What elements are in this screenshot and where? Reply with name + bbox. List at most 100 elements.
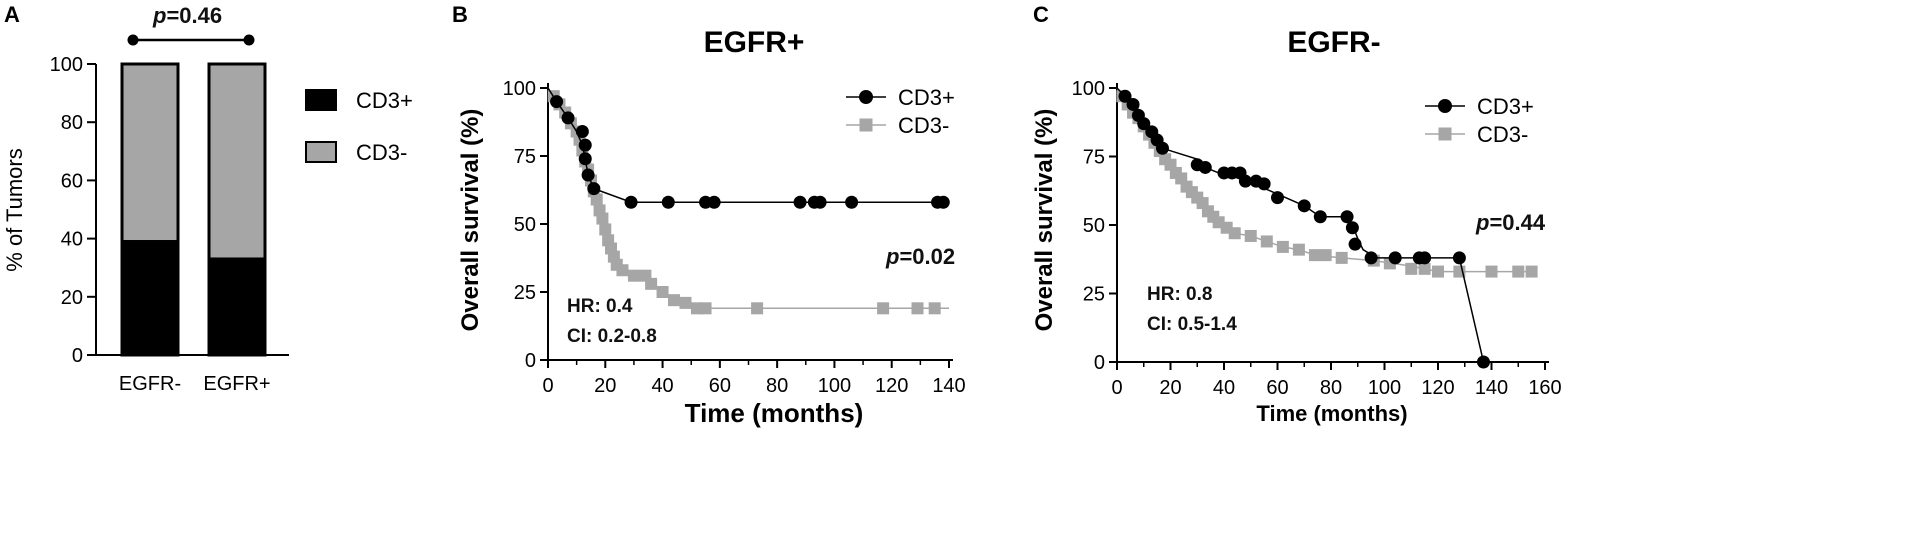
panel-c-y-tick-label: 0 bbox=[1094, 352, 1105, 374]
panel-b-x-tick-label: 140 bbox=[932, 375, 965, 397]
panel-a-y-tick-label: 40 bbox=[61, 229, 83, 251]
panel-c-point-CD3- bbox=[1319, 249, 1332, 262]
panel-c-point-CD3+ bbox=[1364, 251, 1378, 265]
panel-b-point-CD3+ bbox=[587, 182, 601, 196]
panel-a-y-tick-label: 100 bbox=[50, 54, 83, 76]
panel-c-point-CD3+ bbox=[1137, 117, 1151, 131]
panel-c-point-CD3+ bbox=[1348, 237, 1362, 251]
panel-b-y-tick-label: 50 bbox=[514, 214, 536, 236]
panel-c-point-CD3- bbox=[1335, 251, 1348, 264]
panel-b-point-CD3+ bbox=[661, 195, 675, 209]
panel-b-legend-marker-CD3+ bbox=[859, 90, 873, 104]
panel-b-point-CD3+ bbox=[575, 125, 589, 139]
panel-b-point-CD3+ bbox=[578, 138, 592, 152]
panel-b-x-tick-label: 100 bbox=[818, 375, 851, 397]
panel-c-p-label: p bbox=[1475, 210, 1489, 235]
panel-c-p-value: p=0.44 bbox=[1475, 210, 1546, 235]
panel-b-point-CD3- bbox=[751, 302, 764, 315]
panel-c-point-CD3+ bbox=[1198, 160, 1212, 174]
panel-b-x-tick-label: 0 bbox=[542, 375, 553, 397]
panel-a-y-tick-label: 80 bbox=[61, 112, 83, 134]
panel-b-y-tick-label: 100 bbox=[503, 78, 536, 100]
panel-b-point-CD3- bbox=[599, 223, 612, 236]
panel-b-y-tick-label: 25 bbox=[514, 282, 536, 304]
panel-b-point-CD3- bbox=[877, 302, 890, 315]
panel-a-y-tick-label: 20 bbox=[61, 287, 83, 309]
panel-b-point-CD3- bbox=[627, 269, 640, 282]
panel-b-point-CD3- bbox=[699, 302, 712, 315]
panel-b-x-tick-label: 40 bbox=[651, 375, 673, 397]
panel-c-legend-marker-CD3+ bbox=[1438, 99, 1452, 113]
panel-a-p-value: p=0.46 bbox=[152, 3, 222, 28]
panel-b-point-CD3- bbox=[656, 286, 669, 298]
panel-b-point-CD3+ bbox=[581, 168, 595, 182]
panel-a-x-tick-label: EGFR- bbox=[119, 373, 181, 395]
panel-c-legend-label-CD3+: CD3+ bbox=[1477, 94, 1534, 119]
panel-b-line-CD3- bbox=[547, 87, 949, 310]
panel-b-legend-label-CD3-: CD3- bbox=[898, 113, 949, 138]
panel-c-point-CD3+ bbox=[1155, 141, 1169, 155]
panel-c-point-CD3+ bbox=[1452, 251, 1466, 265]
panel-b-x-tick-label: 20 bbox=[594, 375, 616, 397]
panel-c-point-CD3+ bbox=[1238, 174, 1252, 188]
panel-letter-c: C bbox=[1033, 2, 1049, 27]
panel-a-x-tick-label: EGFR+ bbox=[203, 373, 270, 395]
panel-b-point-CD3+ bbox=[561, 111, 575, 125]
panel-a-bar-EGFR+-CD3+ bbox=[207, 257, 267, 357]
panel-c-point-CD3- bbox=[1432, 265, 1444, 278]
panel-a-bar-EGFR+-CD3- bbox=[207, 62, 267, 261]
panel-c-point-CD3- bbox=[1260, 235, 1273, 248]
panel-a-p-label: p bbox=[152, 3, 166, 28]
panel-b-point-CD3+ bbox=[813, 195, 827, 209]
panel-c-point-CD3+ bbox=[1476, 355, 1490, 369]
panel-a-bar-EGFR--CD3+ bbox=[120, 240, 180, 357]
panel-c-x-tick-label: 40 bbox=[1213, 377, 1235, 399]
panel-c-point-CD3+ bbox=[1313, 210, 1327, 224]
panel-c-title: EGFR- bbox=[1287, 26, 1380, 59]
panel-b-x-tick-label: 80 bbox=[766, 375, 788, 397]
panel-b-point-CD3- bbox=[911, 302, 924, 315]
panel-b-point-CD3+ bbox=[707, 195, 721, 209]
panel-b-x-tick-label: 120 bbox=[875, 375, 908, 397]
panel-c-point-CD3- bbox=[1418, 262, 1431, 275]
panel-c-hazard-ratio: HR: 0.8 bbox=[1147, 284, 1212, 305]
panel-c-point-CD3+ bbox=[1388, 251, 1402, 265]
panel-a-legend-swatch-CD3- bbox=[305, 141, 337, 163]
panel-c-confidence-interval: CI: 0.5-1.4 bbox=[1147, 314, 1237, 335]
panel-letter-a: A bbox=[4, 2, 20, 27]
panel-b-y-tick-label: 0 bbox=[525, 350, 536, 372]
panel-c-point-CD3- bbox=[1292, 243, 1305, 256]
panel-c-legend-label-CD3-: CD3- bbox=[1477, 122, 1528, 147]
panel-c-point-CD3+ bbox=[1257, 177, 1271, 191]
panel-b-point-CD3- bbox=[679, 296, 692, 309]
panel-a-bar-chart: p=0.46 % of Tumors 0 20 40 60 80 100 EGFR- EGF… bbox=[2, 3, 413, 395]
panel-a-legend-label-CD3+: CD3+ bbox=[356, 88, 413, 113]
panel-c-y-tick-label: 100 bbox=[1072, 78, 1105, 100]
panel-b-point-CD3+ bbox=[793, 195, 807, 209]
panel-a-legend-label-CD3-: CD3- bbox=[356, 140, 407, 165]
panel-c-y-tick-label: 50 bbox=[1083, 215, 1105, 237]
panel-c-point-CD3- bbox=[1405, 262, 1418, 275]
panel-c-point-CD3+ bbox=[1126, 97, 1140, 111]
panel-c-x-tick-label: 60 bbox=[1266, 377, 1288, 399]
panel-c-point-CD3- bbox=[1244, 229, 1257, 242]
panel-c-x-tick-label: 0 bbox=[1111, 377, 1122, 399]
panel-b-hazard-ratio: HR: 0.4 bbox=[567, 296, 633, 317]
panel-c-p-number: =0.44 bbox=[1489, 210, 1545, 235]
panel-b-line-CD3+ bbox=[547, 87, 949, 203]
panel-b-title: EGFR+ bbox=[704, 26, 805, 59]
panel-a-p-number: =0.46 bbox=[166, 3, 222, 28]
panel-a-y-tick-label: 60 bbox=[61, 170, 83, 192]
panel-c-y-tick-label: 25 bbox=[1083, 284, 1105, 306]
panel-a-y-tick-label: 0 bbox=[72, 345, 83, 367]
panel-a-comparison-dot-left bbox=[127, 34, 139, 46]
panel-letter-b: B bbox=[452, 2, 468, 27]
panel-a-bar-EGFR--CD3- bbox=[120, 62, 180, 244]
panel-b-x-axis-title: Time (months) bbox=[685, 398, 864, 428]
panel-c-point-CD3- bbox=[1525, 265, 1538, 278]
panel-b-survival-chart: EGFR+ Overall survival (%) Time (months)… bbox=[457, 26, 966, 428]
panel-b-point-CD3+ bbox=[845, 195, 859, 209]
panel-b-legend-label-CD3+: CD3+ bbox=[898, 85, 955, 110]
panel-c-point-CD3+ bbox=[1297, 199, 1311, 213]
